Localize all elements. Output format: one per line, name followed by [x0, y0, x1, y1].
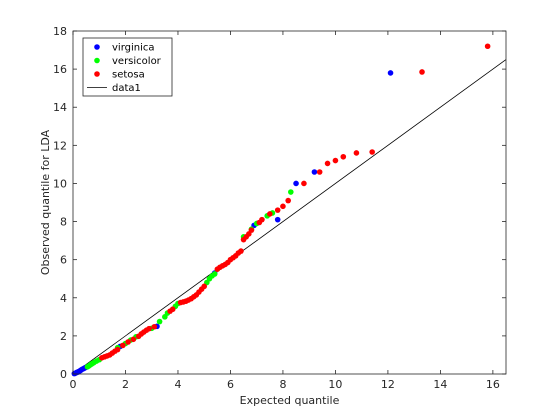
x-tick-label-3: 6 — [227, 378, 234, 391]
legend: virginica versicolor setosa data1 — [82, 37, 173, 97]
plot-border — [72, 30, 507, 375]
y-tick-label-8: 16 — [53, 63, 67, 76]
x-tick-label-0: 0 — [70, 378, 77, 391]
x-tick-label-1: 2 — [122, 378, 129, 391]
x-tick-label-7: 14 — [433, 378, 447, 391]
data-point-virginica-18 — [387, 70, 394, 76]
data-point-versicolor-27 — [288, 189, 294, 195]
series-layer — [71, 43, 507, 377]
data-point-versicolor-21 — [211, 271, 218, 277]
data-point-setosa-27 — [201, 283, 208, 290]
data-point-setosa-53 — [353, 150, 360, 156]
series-line-data1 — [72, 59, 507, 375]
data-point-setosa-56 — [484, 43, 491, 50]
x-tick-label-4: 8 — [279, 378, 286, 391]
data-point-setosa-17 — [169, 306, 176, 313]
x-tick-label-5: 10 — [328, 378, 342, 391]
x-tick-label-8: 16 — [486, 378, 500, 391]
y-tick-label-7: 14 — [53, 101, 67, 114]
x-tick-label-2: 4 — [174, 378, 181, 391]
legend-label-data1: data1 — [112, 83, 141, 94]
y-tick-label-3: 6 — [60, 254, 67, 267]
data-point-versicolor-13 — [156, 318, 163, 325]
data-point-setosa-44 — [267, 211, 273, 217]
data-point-setosa-7 — [120, 342, 126, 349]
data-point-setosa-49 — [316, 169, 323, 175]
y-tick-label-6: 12 — [53, 139, 67, 152]
legend-swatch-setosa — [94, 71, 100, 77]
data-point-virginica-17 — [311, 169, 318, 175]
data-point-virginica-16 — [293, 180, 299, 187]
data-point-setosa-9 — [130, 336, 137, 343]
data-point-setosa-55 — [419, 69, 425, 75]
x-axis-ticks: 0 2 4 6 8 10 12 14 16 — [70, 31, 500, 391]
data-point-setosa-47 — [285, 197, 291, 204]
legend-label-versicolor: versicolor — [112, 56, 162, 67]
data-point-setosa-46 — [280, 203, 286, 210]
y-axis-ticks: 0 2 4 6 8 10 12 14 16 18 — [53, 25, 506, 381]
data-point-setosa-14 — [146, 325, 152, 332]
y-tick-label-9: 18 — [53, 25, 67, 38]
data-point-setosa-6 — [114, 346, 121, 353]
data-point-setosa-45 — [274, 207, 281, 213]
legend-swatch-virginica — [94, 44, 100, 50]
x-axis-label: Expected quantile — [240, 394, 340, 407]
data-point-setosa-52 — [340, 153, 347, 160]
data-point-setosa-48 — [301, 180, 307, 187]
data-point-setosa-37 — [238, 248, 244, 254]
data-point-virginica-15 — [274, 216, 281, 223]
y-tick-label-0: 0 — [60, 368, 67, 381]
data-point-setosa-51 — [332, 157, 339, 164]
x-tick-label-6: 12 — [381, 378, 395, 391]
data-point-setosa-54 — [369, 149, 375, 155]
y-tick-label-2: 4 — [60, 292, 67, 305]
legend-swatch-versicolor — [94, 57, 100, 64]
data-point-setosa-8 — [125, 339, 131, 345]
y-tick-label-1: 2 — [60, 330, 67, 343]
legend-label-setosa: setosa — [112, 70, 145, 81]
y-tick-label-5: 10 — [53, 177, 67, 190]
y-tick-label-4: 8 — [60, 216, 67, 229]
legend-label-virginica: virginica — [112, 43, 155, 54]
data-point-setosa-15 — [151, 323, 158, 330]
data-point-setosa-43 — [259, 216, 265, 223]
y-axis-label: Observed quantile for LDA — [39, 129, 52, 275]
data-point-setosa-41 — [248, 227, 255, 233]
data-point-setosa-50 — [324, 160, 331, 167]
